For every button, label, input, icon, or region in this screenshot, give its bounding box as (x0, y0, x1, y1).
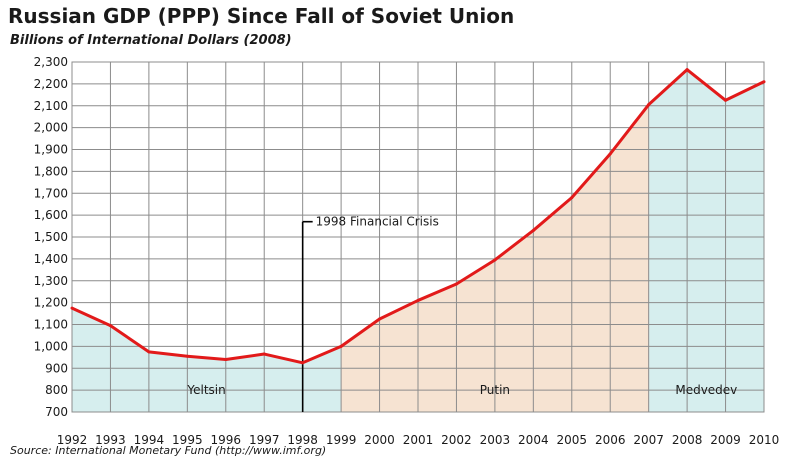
x-tick-label: 2005 (557, 433, 588, 447)
gdp-point-1999 (339, 344, 343, 348)
chart-title: Russian GDP (PPP) Since Fall of Soviet U… (8, 4, 515, 28)
y-tick-label: 2,100 (34, 99, 68, 113)
gdp-point-2002 (454, 282, 458, 286)
y-tick-label: 1,200 (34, 296, 68, 310)
gdp-point-2005 (570, 196, 574, 200)
gdp-point-2006 (608, 152, 612, 156)
region-label-putin: Putin (480, 383, 510, 397)
x-tick-label: 2007 (633, 433, 664, 447)
gdp-point-2008 (685, 68, 689, 72)
gdp-point-1995 (185, 354, 189, 358)
y-tick-label: 1,700 (34, 186, 68, 200)
gdp-point-1997 (262, 352, 266, 356)
y-tick-label: 1,300 (34, 274, 68, 288)
x-tick-label: 1997 (249, 433, 280, 447)
x-tick-label: 2008 (672, 433, 703, 447)
region-yeltsin-area (72, 308, 342, 412)
line-layer (70, 68, 766, 365)
gdp-point-2004 (531, 228, 535, 232)
y-tick-label: 900 (45, 361, 68, 375)
x-tick-label: 2006 (595, 433, 626, 447)
gdp-point-2009 (724, 98, 728, 102)
x-tick-label: 2001 (403, 433, 434, 447)
gdp-point-1992 (70, 306, 74, 310)
region-label-yeltsin: Yeltsin (186, 383, 225, 397)
y-tick-label: 2,300 (34, 55, 68, 69)
y-tick-label: 700 (45, 405, 68, 419)
gdp-point-1994 (147, 350, 151, 354)
x-tick-label: 2003 (480, 433, 511, 447)
gdp-point-1996 (224, 358, 228, 361)
x-tick-label: 2004 (518, 433, 549, 447)
x-tick-label: 1993 (95, 433, 126, 447)
y-tick-label: 1,600 (34, 208, 68, 222)
gdp-point-2010 (762, 80, 766, 84)
x-tick-label: 1992 (57, 433, 88, 447)
y-tick-label: 800 (45, 383, 68, 397)
x-tick-label: 1998 (287, 433, 318, 447)
x-tick-label: 2000 (364, 433, 395, 447)
gdp-point-2007 (647, 103, 651, 107)
gdp-point-2003 (493, 258, 497, 262)
gdp-point-2000 (378, 317, 382, 321)
region-medvedev-area (648, 69, 764, 412)
annotation-label: 1998 Financial Crisis (316, 215, 439, 229)
y-tick-label: 1,100 (34, 318, 68, 332)
annotation-layer: 1998 Financial Crisis (301, 215, 439, 412)
y-tick-label: 1,500 (34, 230, 68, 244)
axis-layer: 700 800 900 1,000 1,100 1,200 1,300 1,400 1,500 1… (34, 55, 780, 447)
chart-subtitle: Billions of International Dollars (2008) (10, 33, 292, 48)
x-tick-label: 1994 (134, 433, 165, 447)
x-tick-label: 1995 (172, 433, 203, 447)
source-note: Source: International Monetary Fund (htt… (10, 444, 327, 457)
x-tick-label: 2009 (710, 433, 741, 447)
gdp-point-1998 (301, 361, 305, 365)
gdp-point-2001 (416, 298, 420, 302)
plot-border (71, 61, 765, 413)
y-tick-label: 2,200 (34, 77, 68, 91)
y-tick-label: 1,800 (34, 164, 68, 178)
gdp-point-1993 (108, 324, 112, 328)
x-tick-label: 2010 (749, 433, 780, 447)
y-tick-label: 1,900 (34, 143, 68, 157)
x-tick-label: 1999 (326, 433, 357, 447)
x-tick-label: 2002 (441, 433, 472, 447)
y-tick-label: 1,400 (34, 252, 68, 266)
y-tick-label: 1,000 (34, 339, 68, 353)
y-tick-label: 2,000 (34, 121, 68, 135)
x-tick-label: 1996 (211, 433, 242, 447)
region-label-medvedev: Medvedev (675, 383, 737, 397)
